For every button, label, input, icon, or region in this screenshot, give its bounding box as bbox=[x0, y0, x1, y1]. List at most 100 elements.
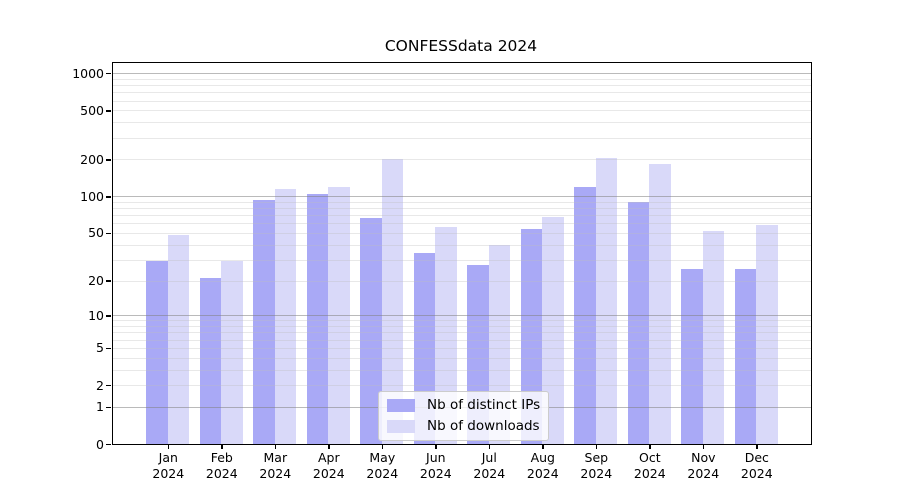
bar-nb-of-downloads-feb-2024 bbox=[221, 261, 243, 444]
bar-nb-of-downloads-mar-2024 bbox=[274, 189, 297, 444]
gridline-500 bbox=[113, 110, 811, 112]
x-tick-dec-2024 bbox=[756, 444, 758, 449]
legend-swatch-distinct-ips bbox=[387, 399, 415, 412]
gridline-800 bbox=[113, 85, 811, 87]
x-tick-may-2024 bbox=[381, 444, 383, 449]
y-tick-label-200: 200 bbox=[80, 151, 104, 167]
gridline-200 bbox=[113, 159, 811, 161]
x-tick-label-oct-2024: Oct 2024 bbox=[633, 450, 666, 481]
bar-nb-of-distinct-ips-dec-2024 bbox=[734, 269, 757, 444]
gridline-2 bbox=[113, 385, 811, 386]
bar-nb-of-distinct-ips-jan-2024 bbox=[146, 261, 168, 444]
bar-nb-of-distinct-ips-aug-2024 bbox=[520, 228, 543, 444]
y-tick-label-2: 2 bbox=[96, 377, 104, 393]
gridline-600 bbox=[113, 100, 811, 102]
bar-nb-of-downloads-may-2024 bbox=[381, 159, 404, 444]
chart-title: CONFESSdata 2024 bbox=[384, 37, 538, 55]
bar-nb-of-downloads-nov-2024 bbox=[702, 230, 725, 444]
x-tick-label-may-2024: May 2024 bbox=[366, 450, 399, 481]
y-tick-2 bbox=[106, 384, 111, 387]
gridline-60 bbox=[113, 223, 811, 225]
x-tick-feb-2024 bbox=[221, 444, 223, 449]
grid-layer bbox=[113, 63, 811, 444]
y-tick-label-0: 0 bbox=[96, 436, 104, 452]
y-tick-0 bbox=[106, 443, 111, 446]
x-tick-oct-2024 bbox=[649, 444, 651, 449]
bar-nb-of-downloads-dec-2024 bbox=[756, 225, 778, 444]
x-tick-label-jun-2024: Jun 2024 bbox=[419, 450, 452, 481]
y-tick-200 bbox=[106, 159, 111, 161]
gridline-6 bbox=[113, 339, 811, 341]
gridline-100 bbox=[113, 196, 811, 198]
y-tick-5 bbox=[106, 347, 111, 350]
x-tick-nov-2024 bbox=[702, 444, 704, 449]
legend: Nb of distinct IPs Nb of downloads bbox=[378, 391, 550, 441]
x-tick-mar-2024 bbox=[274, 444, 276, 449]
gridline-40 bbox=[113, 244, 811, 246]
legend-swatch-downloads bbox=[387, 420, 415, 433]
bar-nb-of-distinct-ips-nov-2024 bbox=[681, 269, 703, 444]
gridline-900 bbox=[113, 78, 811, 80]
bar-nb-of-downloads-oct-2024 bbox=[649, 163, 671, 444]
legend-label-distinct-ips: Nb of distinct IPs bbox=[427, 397, 541, 413]
x-tick-jan-2024 bbox=[167, 444, 169, 449]
y-tick-label-500: 500 bbox=[80, 102, 104, 118]
gridline-300 bbox=[113, 137, 811, 139]
x-tick-aug-2024 bbox=[542, 444, 544, 449]
plot-area bbox=[112, 62, 812, 445]
x-tick-label-nov-2024: Nov 2024 bbox=[687, 450, 720, 481]
gridline-5 bbox=[113, 347, 811, 349]
y-tick-1 bbox=[106, 406, 111, 408]
gridline-7 bbox=[113, 332, 811, 334]
y-tick-label-5: 5 bbox=[96, 340, 104, 356]
y-tick-10 bbox=[106, 315, 111, 317]
bar-nb-of-downloads-aug-2024 bbox=[542, 216, 564, 444]
x-tick-jun-2024 bbox=[435, 444, 437, 449]
bar-nb-of-distinct-ips-mar-2024 bbox=[253, 200, 275, 444]
x-tick-label-sep-2024: Sep 2024 bbox=[580, 450, 613, 481]
gridline-30 bbox=[113, 259, 811, 261]
gridline-70 bbox=[113, 215, 811, 217]
x-tick-jul-2024 bbox=[488, 444, 490, 449]
bar-nb-of-downloads-apr-2024 bbox=[328, 186, 350, 444]
gridline-80 bbox=[113, 208, 811, 210]
y-tick-label-1000: 1000 bbox=[72, 65, 104, 81]
y-tick-label-100: 100 bbox=[80, 188, 104, 204]
gridline-50 bbox=[113, 232, 811, 234]
gridline-20 bbox=[113, 280, 811, 282]
bar-nb-of-distinct-ips-oct-2024 bbox=[627, 202, 650, 444]
bar-nb-of-distinct-ips-feb-2024 bbox=[199, 278, 222, 444]
bar-nb-of-downloads-sep-2024 bbox=[595, 158, 618, 444]
gridline-8 bbox=[113, 326, 811, 328]
x-tick-label-jan-2024: Jan 2024 bbox=[152, 450, 185, 481]
x-tick-label-dec-2024: Dec 2024 bbox=[740, 450, 773, 481]
bar-nb-of-downloads-jan-2024 bbox=[167, 235, 190, 444]
y-tick-100 bbox=[106, 196, 111, 198]
gridline-90 bbox=[113, 201, 811, 203]
y-tick-1000 bbox=[106, 72, 111, 75]
gridline-400 bbox=[113, 122, 811, 124]
bar-nb-of-distinct-ips-may-2024 bbox=[360, 218, 382, 444]
bar-nb-of-distinct-ips-apr-2024 bbox=[306, 194, 329, 444]
x-tick-label-feb-2024: Feb 2024 bbox=[205, 450, 238, 481]
gridline-9 bbox=[113, 320, 811, 322]
y-tick-label-50: 50 bbox=[88, 225, 104, 241]
bar-nb-of-downloads-jun-2024 bbox=[435, 226, 457, 444]
y-tick-label-1: 1 bbox=[96, 399, 104, 415]
gridline-700 bbox=[113, 92, 811, 94]
y-tick-20 bbox=[106, 280, 111, 282]
legend-item-downloads: Nb of downloads bbox=[387, 418, 540, 435]
x-tick-label-jul-2024: Jul 2024 bbox=[473, 450, 506, 481]
legend-item-distinct-ips: Nb of distinct IPs bbox=[387, 397, 540, 414]
y-tick-label-20: 20 bbox=[88, 273, 104, 289]
gridline-1000 bbox=[113, 73, 811, 75]
y-tick-50 bbox=[106, 232, 111, 235]
legend-label-downloads: Nb of downloads bbox=[427, 418, 540, 434]
gridline-4 bbox=[113, 357, 811, 359]
gridline-10 bbox=[113, 315, 811, 317]
x-tick-label-apr-2024: Apr 2024 bbox=[312, 450, 345, 481]
x-tick-label-mar-2024: Mar 2024 bbox=[259, 450, 292, 481]
gridline-3 bbox=[113, 369, 811, 371]
x-tick-label-aug-2024: Aug 2024 bbox=[526, 450, 559, 481]
